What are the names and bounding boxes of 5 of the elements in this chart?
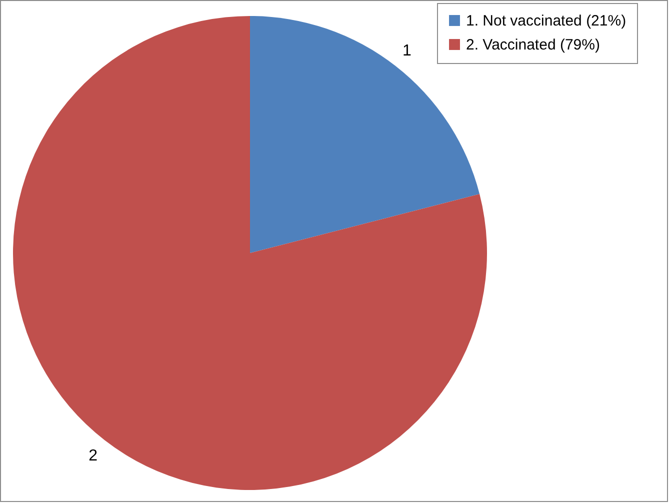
legend-label: 2. Vaccinated (79%) <box>466 36 600 54</box>
pie-slice <box>250 16 480 253</box>
legend-label: 1. Not vaccinated (21%) <box>466 12 626 30</box>
text: 1 <box>402 42 412 60</box>
text: 2 <box>88 447 98 464</box>
